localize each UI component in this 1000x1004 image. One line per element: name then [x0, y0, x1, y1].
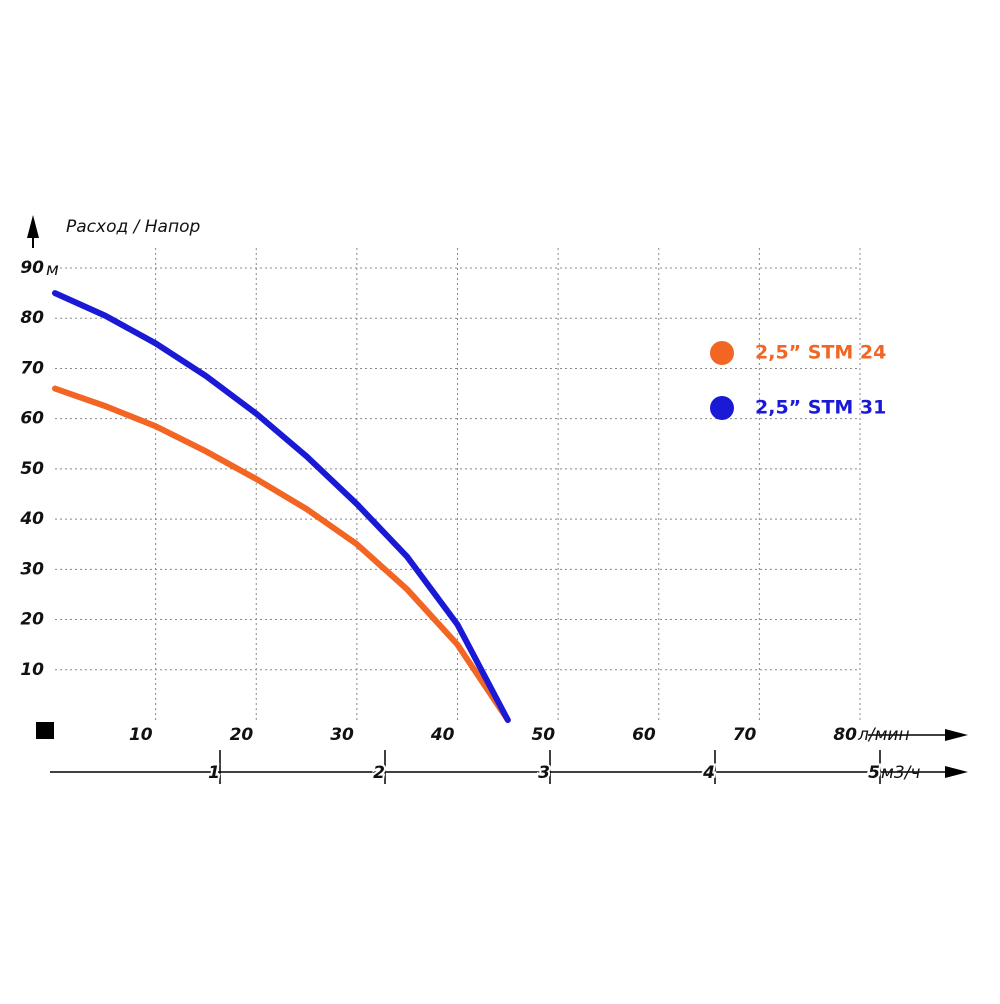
y-tick-label: 90: [20, 258, 44, 278]
x-tick-label: 70: [733, 725, 757, 745]
origin-marker: [36, 722, 54, 739]
y-tick-label: 30: [20, 559, 44, 579]
x2-arrow: [945, 766, 968, 778]
y-tick-label: 70: [20, 358, 44, 378]
y-tick-label: 10: [20, 660, 44, 680]
y-tick-label: 20: [20, 610, 44, 630]
y-tick-label: 60: [20, 409, 44, 429]
y-tick-label: 50: [20, 459, 44, 479]
legend-marker: [710, 341, 734, 365]
x-tick-label: 30: [330, 725, 354, 745]
legend-marker: [710, 396, 734, 420]
x2-tick-label: 4: [702, 763, 715, 783]
marks: [52, 290, 511, 723]
x-tick-label: 20: [230, 725, 254, 745]
x-tick-label: 40: [430, 725, 455, 745]
x2-tick-label: 5: [868, 763, 880, 783]
y-unit: м: [46, 260, 59, 280]
y-tick-label: 40: [19, 509, 44, 529]
x2-tick-label: 2: [373, 763, 385, 783]
x2-unit: м3/ч: [881, 763, 920, 783]
series-line: [52, 385, 511, 723]
x-tick-label: 50: [531, 725, 555, 745]
series-line: [52, 290, 511, 723]
x-tick-label: 60: [632, 725, 656, 745]
x-unit: л/мин: [857, 725, 910, 745]
x-tick-label: 80: [833, 725, 857, 745]
legend-label: 2,5” STM 31: [755, 397, 886, 419]
x2-tick-label: 1: [208, 763, 220, 783]
legend-label: 2,5” STM 24: [755, 342, 886, 364]
y-arrow: [27, 215, 39, 238]
y-tick-label: 80: [20, 308, 44, 328]
x-tick-label: 10: [129, 725, 153, 745]
x-arrow: [945, 729, 968, 741]
x2-tick-label: 3: [538, 763, 550, 783]
axis-title: Расход / Напор: [66, 217, 200, 237]
